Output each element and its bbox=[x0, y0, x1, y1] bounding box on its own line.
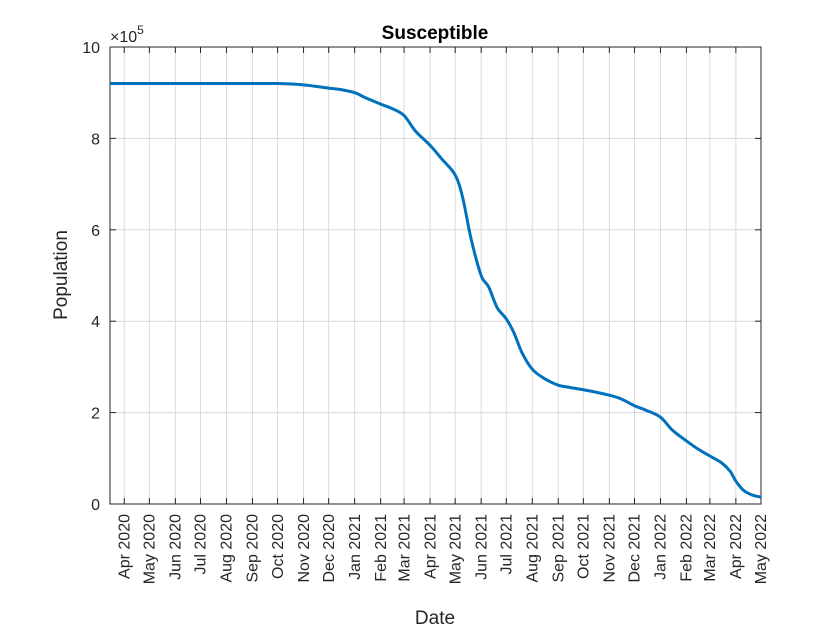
y-multiplier: ×105 bbox=[110, 23, 144, 46]
x-tick-label: May 2022 bbox=[753, 514, 770, 584]
y-tick-label: 10 bbox=[82, 40, 100, 57]
x-tick-label: Oct 2021 bbox=[576, 514, 593, 579]
chart-title: Susceptible bbox=[382, 23, 489, 44]
x-tick-label: Jun 2020 bbox=[168, 514, 185, 580]
x-tick-label: Aug 2020 bbox=[219, 514, 236, 583]
grid-lines bbox=[110, 46, 762, 505]
x-tick-label: Jun 2021 bbox=[473, 514, 490, 580]
x-tick-label: Apr 2021 bbox=[422, 514, 439, 579]
x-tick-label: Feb 2022 bbox=[679, 514, 696, 582]
x-tick-label: Oct 2020 bbox=[270, 514, 287, 579]
x-tick-label: Mar 2022 bbox=[702, 514, 719, 582]
x-tick-label: May 2020 bbox=[142, 514, 159, 584]
y-tick-label: 6 bbox=[91, 223, 100, 240]
x-tick-label: Jul 2020 bbox=[193, 514, 210, 575]
x-tick-label: Jul 2021 bbox=[499, 514, 516, 575]
x-tick-label: Dec 2020 bbox=[321, 514, 338, 583]
x-tick-label: Apr 2022 bbox=[728, 514, 745, 579]
x-tick-label: Nov 2021 bbox=[602, 514, 619, 583]
y-tick-label: 4 bbox=[91, 314, 100, 331]
x-tick-label: Dec 2021 bbox=[627, 514, 644, 583]
y-tick-labels: 0 2 4 6 8 10 bbox=[82, 40, 100, 514]
y-multiplier-base: ×10 bbox=[110, 29, 137, 46]
x-tick-label: Nov 2020 bbox=[296, 514, 313, 583]
y-axis-label: Population bbox=[51, 230, 72, 320]
x-tick-label: Jan 2021 bbox=[347, 514, 364, 580]
plot-frame bbox=[109, 46, 762, 505]
x-tick-label: Mar 2021 bbox=[396, 514, 413, 582]
y-multiplier-exponent: 5 bbox=[137, 23, 144, 37]
x-tick-label: Aug 2021 bbox=[524, 514, 541, 583]
x-axis-label: Date bbox=[415, 608, 455, 629]
x-tick-label: Sep 2021 bbox=[550, 514, 567, 583]
series-layer bbox=[110, 81, 762, 499]
y-tick-label: 0 bbox=[91, 497, 100, 514]
y-tick-label: 2 bbox=[91, 406, 100, 423]
x-tick-label: Apr 2020 bbox=[116, 514, 133, 579]
x-tick-labels: Apr 2020 May 2020 Jun 2020 Jul 2020 Aug 2020… bbox=[116, 514, 770, 584]
susceptible-series-line bbox=[110, 81, 762, 499]
y-tick-label: 8 bbox=[91, 131, 100, 148]
x-tick-label: May 2021 bbox=[447, 514, 464, 584]
axis-ticks bbox=[110, 46, 762, 505]
x-tick-label: Jan 2022 bbox=[653, 514, 670, 580]
x-tick-label: Feb 2021 bbox=[373, 514, 390, 582]
x-tick-label: Sep 2020 bbox=[245, 514, 262, 583]
